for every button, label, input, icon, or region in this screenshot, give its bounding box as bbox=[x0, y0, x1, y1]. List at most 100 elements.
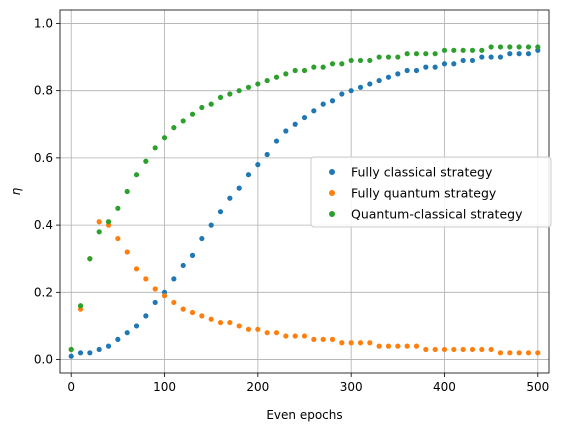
data-point bbox=[96, 346, 102, 353]
data-point bbox=[255, 326, 261, 332]
data-point bbox=[441, 47, 448, 53]
x-axis-ticks: 0 100 200 300 400 500 bbox=[67, 373, 549, 394]
data-point bbox=[329, 336, 336, 342]
data-point bbox=[115, 235, 121, 242]
data-point bbox=[273, 138, 280, 144]
data-point bbox=[339, 340, 345, 346]
data-point bbox=[199, 313, 205, 319]
data-point bbox=[264, 330, 270, 336]
data-point bbox=[357, 84, 364, 90]
data-point bbox=[488, 346, 494, 353]
data-point bbox=[143, 313, 149, 319]
data-point bbox=[507, 51, 513, 57]
data-point bbox=[367, 81, 373, 87]
data-point bbox=[339, 91, 345, 97]
legend-label-quantum-classical: Quantum-classical strategy bbox=[351, 207, 523, 222]
data-point bbox=[432, 346, 438, 353]
data-point bbox=[292, 67, 298, 74]
data-point bbox=[236, 185, 242, 191]
data-point bbox=[516, 350, 522, 356]
data-point bbox=[180, 262, 186, 269]
data-point bbox=[68, 353, 74, 359]
data-point bbox=[469, 47, 476, 53]
data-point bbox=[516, 44, 522, 50]
data-point bbox=[479, 47, 485, 53]
y-tick-label: 0.6 bbox=[34, 151, 53, 165]
data-point bbox=[348, 88, 354, 94]
data-point bbox=[301, 333, 308, 339]
data-point bbox=[217, 319, 224, 326]
data-point bbox=[413, 67, 420, 74]
data-point bbox=[525, 350, 532, 356]
data-point bbox=[535, 44, 541, 50]
data-point bbox=[171, 276, 177, 282]
data-point bbox=[152, 299, 158, 306]
data-point bbox=[208, 316, 214, 322]
data-point bbox=[208, 101, 214, 107]
data-point bbox=[292, 121, 298, 127]
data-point bbox=[460, 346, 466, 353]
data-point bbox=[441, 346, 448, 353]
data-point bbox=[273, 74, 280, 80]
data-point bbox=[189, 111, 196, 117]
data-point bbox=[115, 336, 121, 342]
legend-label-quantum: Fully quantum strategy bbox=[351, 186, 497, 201]
data-point bbox=[68, 346, 74, 353]
data-point bbox=[460, 57, 466, 64]
data-point bbox=[451, 61, 457, 67]
x-tick-label: 200 bbox=[246, 380, 269, 394]
data-point bbox=[180, 306, 186, 312]
data-point bbox=[227, 91, 233, 97]
y-tick-label: 0.2 bbox=[34, 285, 53, 299]
data-point bbox=[367, 340, 373, 346]
data-point bbox=[227, 195, 233, 201]
data-point bbox=[152, 145, 158, 151]
data-point bbox=[423, 51, 429, 57]
data-point bbox=[105, 219, 112, 225]
data-point bbox=[115, 205, 121, 211]
data-point bbox=[432, 51, 438, 57]
data-point bbox=[432, 64, 438, 70]
data-point bbox=[385, 343, 392, 349]
data-point bbox=[227, 319, 233, 326]
data-point bbox=[199, 104, 205, 111]
legend-marker-classical bbox=[329, 169, 335, 175]
y-tick-label: 0.8 bbox=[34, 84, 53, 98]
data-point bbox=[348, 57, 354, 64]
data-point bbox=[376, 77, 382, 84]
data-point bbox=[283, 128, 289, 134]
data-point bbox=[376, 343, 382, 349]
data-point bbox=[488, 44, 494, 50]
data-point bbox=[189, 252, 196, 258]
series-0-points bbox=[68, 47, 541, 359]
data-point bbox=[180, 118, 186, 124]
data-point bbox=[283, 71, 289, 77]
y-tick-label: 0.0 bbox=[34, 353, 53, 367]
data-point bbox=[357, 57, 364, 64]
data-point bbox=[133, 172, 140, 178]
data-point bbox=[292, 333, 298, 339]
data-point bbox=[460, 47, 466, 53]
data-point bbox=[133, 323, 140, 329]
data-point bbox=[320, 336, 326, 342]
data-point bbox=[255, 162, 261, 168]
data-point bbox=[413, 51, 420, 57]
data-point bbox=[376, 54, 382, 60]
data-point bbox=[199, 235, 205, 242]
data-point bbox=[339, 61, 345, 67]
data-point bbox=[283, 333, 289, 339]
x-tick-label: 400 bbox=[433, 380, 456, 394]
data-point bbox=[311, 336, 317, 342]
data-point bbox=[404, 67, 410, 74]
data-point bbox=[301, 67, 308, 74]
data-point bbox=[423, 346, 429, 353]
y-axis-ticks: 0.0 0.2 0.4 0.6 0.8 1.0 bbox=[34, 16, 60, 367]
legend-marker-quantum-classical bbox=[329, 211, 335, 217]
data-point bbox=[273, 330, 280, 336]
data-points bbox=[68, 44, 541, 359]
data-point bbox=[385, 54, 392, 60]
data-point bbox=[469, 346, 476, 353]
data-point bbox=[413, 343, 420, 349]
data-point bbox=[236, 323, 242, 329]
